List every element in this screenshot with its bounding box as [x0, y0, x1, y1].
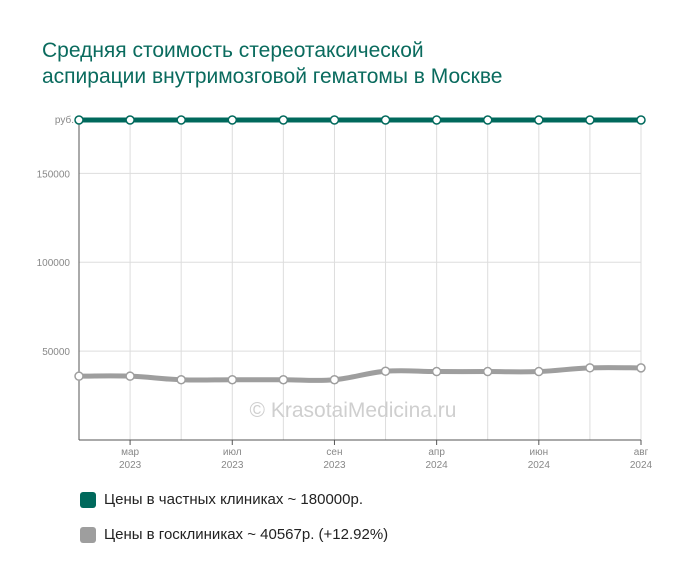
legend-label-public: Цены в госклиниках ~ 40567р. (+12.92%) [104, 526, 389, 543]
x-tick-label-month: сен [326, 447, 342, 458]
x-tick-label-year: 2024 [630, 460, 653, 471]
data-point-public [329, 374, 340, 385]
data-point-private [534, 115, 544, 125]
data-point-private [329, 115, 340, 125]
data-point-private [278, 115, 289, 125]
data-point-private [74, 115, 84, 125]
legend-swatch-public [80, 526, 96, 543]
data-point-public [176, 374, 186, 385]
legend-label-private: Цены в частных клиниках ~ 180000р. [104, 491, 363, 508]
legend-item-public[interactable]: Цены в госклиниках ~ 40567р. (+12.92%) [80, 526, 388, 543]
data-point-public [431, 366, 442, 377]
x-tick-label-month: июл [223, 447, 242, 458]
series-line-public [76, 365, 644, 383]
legend-item-private[interactable]: Цены в частных клиниках ~ 180000р. [80, 491, 363, 508]
y-axis-label: руб. [55, 114, 74, 126]
data-point-private [482, 115, 493, 125]
data-point-private [380, 115, 391, 125]
data-point-public [278, 374, 289, 385]
data-point-public [125, 371, 135, 381]
x-tick-label-year: 2024 [426, 460, 449, 471]
x-tick-label-year: 2023 [221, 460, 244, 471]
chart-title: Средняя стоимость стереотаксической аспи… [42, 38, 662, 90]
data-point-private [125, 115, 135, 125]
x-tick-label-month: апр [428, 447, 445, 458]
data-point-public [227, 374, 238, 385]
data-point-private [227, 115, 238, 125]
legend-swatch-private [80, 491, 96, 508]
grid-lines [78, 119, 642, 440]
line-chart: © KrasotaiMedicina.ru 50000 100000 150000 р… [37, 114, 653, 471]
x-tick-label-month: мар [121, 447, 139, 458]
y-tick-label: 100000 [37, 258, 71, 269]
x-tick-label-year: 2024 [528, 460, 551, 471]
x-tick-label-year: 2023 [323, 460, 346, 471]
x-tick-label-month: авг [634, 447, 649, 458]
axes [78, 120, 642, 445]
series-lines [74, 115, 646, 385]
y-tick-label: 50000 [42, 347, 70, 358]
data-point-private [585, 115, 595, 125]
data-point-private [176, 115, 186, 125]
data-point-private [431, 115, 442, 125]
x-tick-label-month: июн [530, 447, 549, 458]
tick-labels: 50000 100000 150000 руб. мар 2023 июл 2023 сен 20… [37, 114, 653, 471]
data-point-public [74, 371, 84, 381]
chart-title-line-2: аспирации внутримозговой гематомы в Моск… [42, 65, 503, 88]
data-point-public [534, 366, 544, 377]
chart-title-line-1: Средняя стоимость стереотаксической [42, 39, 424, 62]
y-tick-label: 150000 [37, 169, 71, 180]
data-point-public [636, 363, 646, 373]
data-point-public [585, 363, 595, 373]
data-point-public [482, 366, 493, 377]
data-point-public [380, 366, 391, 376]
x-tick-label-year: 2023 [119, 460, 142, 471]
data-point-private [636, 115, 646, 125]
watermark-text: © KrasotaiMedicina.ru [250, 399, 457, 422]
